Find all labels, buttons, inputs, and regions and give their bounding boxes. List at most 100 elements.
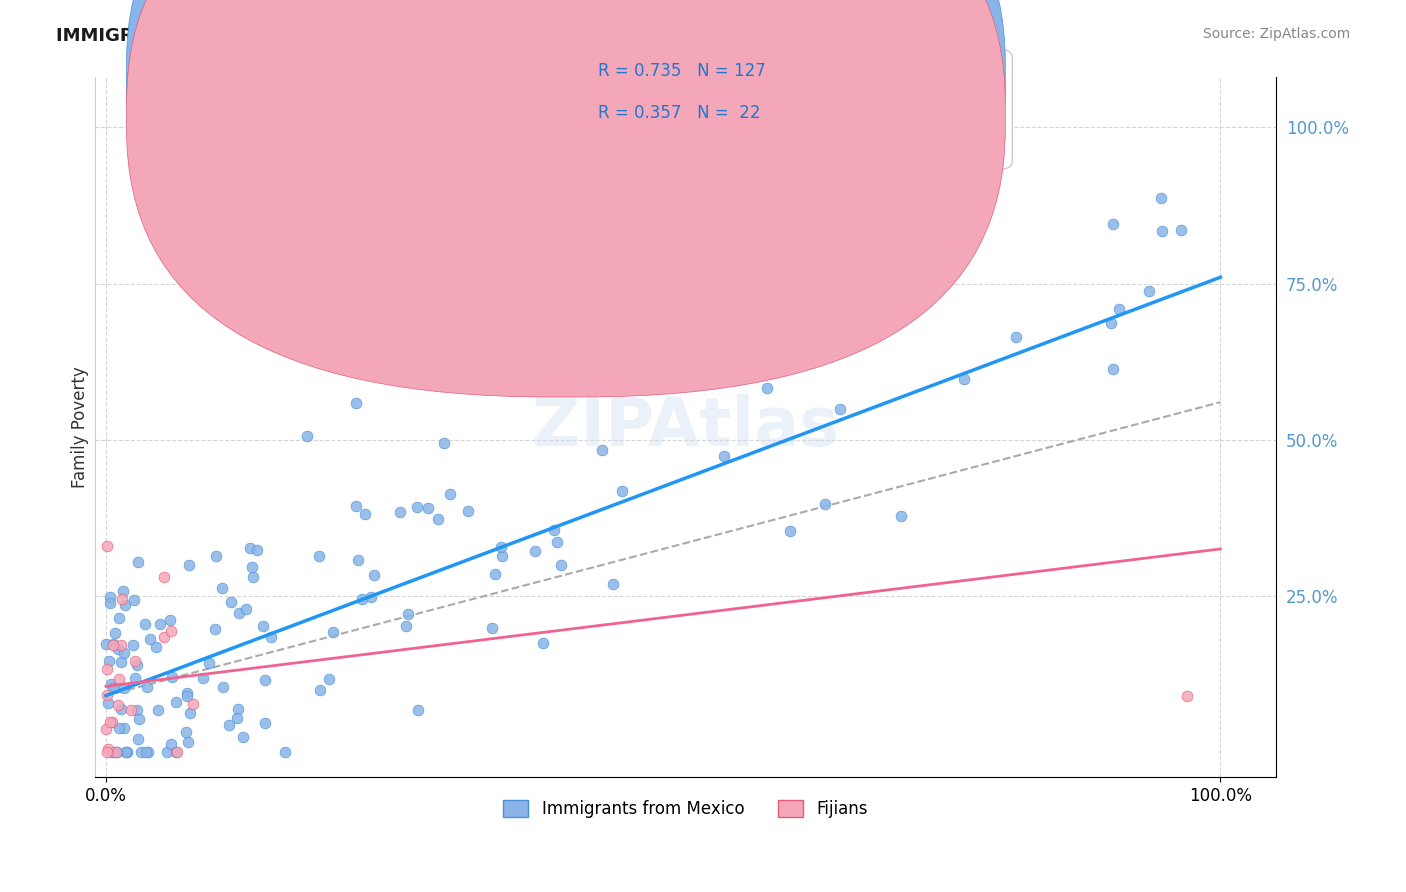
Immigrants from Mexico (395, 619, 418, 633)
Immigrants from Mexico (1149, 191, 1171, 205)
Immigrants from Mexico (212, 681, 235, 695)
Immigrants from Mexico (489, 540, 512, 554)
Immigrants from Mexico (139, 632, 162, 647)
Immigrants from Mexico (254, 673, 277, 688)
Immigrants from Mexico (346, 553, 368, 567)
Fijians (1175, 689, 1198, 703)
Immigrants from Mexico (260, 630, 283, 644)
Immigrants from Mexico (779, 524, 801, 539)
Immigrants from Mexico (433, 435, 456, 450)
Immigrants from Mexico (101, 637, 124, 651)
Fijians (97, 742, 120, 756)
Text: Source: ZipAtlas.com: Source: ZipAtlas.com (1202, 27, 1350, 41)
Fijians (96, 662, 118, 676)
Immigrants from Mexico (408, 703, 430, 717)
Immigrants from Mexico (114, 745, 136, 759)
Immigrants from Mexico (103, 745, 125, 759)
Immigrants from Mexico (322, 625, 344, 640)
Immigrants from Mexico (531, 636, 554, 650)
Immigrants from Mexico (112, 721, 135, 735)
Immigrants from Mexico (246, 543, 269, 558)
Immigrants from Mexico (813, 497, 835, 511)
Immigrants from Mexico (127, 555, 149, 569)
Immigrants from Mexico (481, 621, 503, 635)
Immigrants from Mexico (145, 640, 167, 655)
Immigrants from Mexico (830, 401, 852, 416)
Immigrants from Mexico (1005, 330, 1028, 344)
Fijians (107, 698, 129, 712)
Immigrants from Mexico (550, 558, 572, 572)
Immigrants from Mexico (235, 602, 257, 616)
Immigrants from Mexico (149, 617, 172, 632)
Immigrants from Mexico (742, 348, 765, 362)
Immigrants from Mexico (122, 593, 145, 607)
Immigrants from Mexico (174, 725, 197, 739)
Immigrants from Mexico (396, 607, 419, 622)
Text: ZIPAtlas: ZIPAtlas (531, 394, 839, 460)
Immigrants from Mexico (1152, 224, 1174, 238)
Immigrants from Mexico (309, 683, 332, 698)
Immigrants from Mexico (165, 745, 187, 759)
Immigrants from Mexico (204, 549, 226, 563)
Immigrants from Mexico (176, 686, 198, 700)
Immigrants from Mexico (344, 499, 367, 513)
Fijians (96, 539, 118, 553)
Immigrants from Mexico (240, 560, 263, 574)
Immigrants from Mexico (160, 737, 183, 751)
Immigrants from Mexico (134, 745, 156, 759)
Immigrants from Mexico (108, 722, 131, 736)
Immigrants from Mexico (491, 549, 513, 563)
Immigrants from Mexico (232, 730, 254, 744)
Immigrants from Mexico (128, 712, 150, 726)
Immigrants from Mexico (308, 549, 330, 564)
Immigrants from Mexico (457, 504, 479, 518)
Immigrants from Mexico (1137, 284, 1160, 298)
Immigrants from Mexico (176, 689, 198, 703)
Fijians (108, 672, 131, 686)
Immigrants from Mexico (146, 703, 169, 717)
Immigrants from Mexico (112, 647, 135, 661)
Text: R = 0.357   N =  22: R = 0.357 N = 22 (598, 104, 761, 122)
Immigrants from Mexico (360, 590, 382, 604)
Y-axis label: Family Poverty: Family Poverty (72, 367, 89, 488)
Immigrants from Mexico (543, 523, 565, 537)
Immigrants from Mexico (484, 566, 506, 581)
Fijians (96, 745, 118, 759)
Immigrants from Mexico (524, 544, 547, 558)
Immigrants from Mexico (124, 671, 146, 685)
Fijians (100, 714, 122, 729)
Immigrants from Mexico (97, 696, 120, 710)
Immigrants from Mexico (226, 702, 249, 716)
Immigrants from Mexico (426, 512, 449, 526)
Immigrants from Mexico (252, 619, 274, 633)
Immigrants from Mexico (134, 616, 156, 631)
Immigrants from Mexico (129, 745, 152, 759)
Immigrants from Mexico (179, 558, 201, 573)
Fijians (98, 714, 121, 729)
Text: R = 0.735   N = 127: R = 0.735 N = 127 (598, 62, 765, 80)
Immigrants from Mexico (156, 745, 179, 759)
Immigrants from Mexico (221, 594, 243, 608)
Immigrants from Mexico (107, 641, 129, 656)
Fijians (124, 654, 146, 668)
Immigrants from Mexico (197, 656, 219, 670)
Immigrants from Mexico (112, 681, 135, 695)
Immigrants from Mexico (344, 396, 367, 410)
Immigrants from Mexico (354, 507, 377, 521)
Immigrants from Mexico (114, 599, 136, 613)
Immigrants from Mexico (756, 381, 779, 395)
Immigrants from Mexico (602, 576, 624, 591)
Immigrants from Mexico (136, 745, 159, 759)
Immigrants from Mexico (115, 745, 138, 759)
Immigrants from Mexico (177, 735, 200, 749)
Immigrants from Mexico (100, 677, 122, 691)
Immigrants from Mexico (318, 672, 340, 686)
Immigrants from Mexico (295, 429, 318, 443)
Immigrants from Mexico (125, 657, 148, 672)
Immigrants from Mexico (1170, 223, 1192, 237)
Immigrants from Mexico (546, 535, 568, 549)
Immigrants from Mexico (135, 680, 157, 694)
Immigrants from Mexico (204, 622, 226, 636)
Immigrants from Mexico (114, 745, 136, 759)
Immigrants from Mexico (98, 596, 121, 610)
